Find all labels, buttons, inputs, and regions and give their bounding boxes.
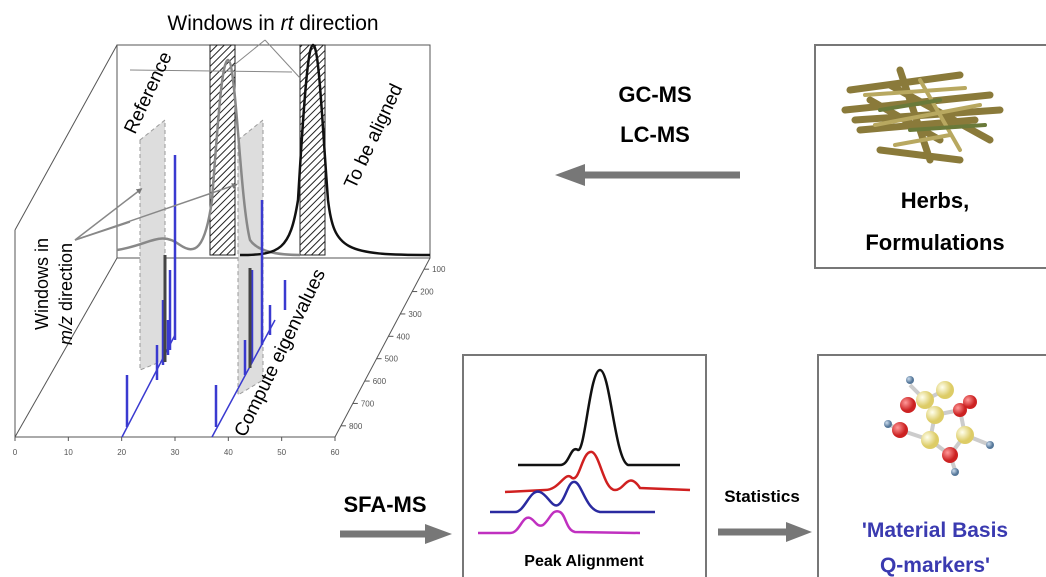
pointer-line <box>129 69 293 73</box>
aligned-peak <box>239 43 431 257</box>
depth-tick-label: 500 <box>385 355 399 364</box>
molecule-image <box>884 376 994 476</box>
x-tick-label: 10 <box>64 448 73 457</box>
herb-image <box>841 66 1004 164</box>
x-tick-label: 40 <box>224 448 233 457</box>
aligned-label: To be aligned <box>340 81 407 192</box>
flow-arrow-head <box>786 522 812 542</box>
statistics-label: Statistics <box>724 487 800 506</box>
x-tick-label: 30 <box>171 448 180 457</box>
axis-ticks: 0 10 20 30 40 50 60 100 200 300 400 500 600 700 800 <box>13 265 446 457</box>
depth-tick-label: 400 <box>396 332 410 341</box>
depth-tick-label: 700 <box>361 399 375 408</box>
mz-window <box>139 118 166 371</box>
result-label: Q-markers' <box>880 554 990 577</box>
spectra <box>121 155 287 438</box>
flow-arrow-head <box>425 524 452 544</box>
reference-label: Reference <box>120 49 176 137</box>
result-label: 'Material Basis <box>862 519 1008 542</box>
title-text: Windows in <box>167 12 280 35</box>
reference-peak <box>116 58 301 257</box>
alignment-label: Peak Alignment <box>524 553 644 570</box>
flow-arrow-head <box>555 164 585 186</box>
method-label: LC-MS <box>620 122 690 147</box>
x-tick-label: 60 <box>331 448 340 457</box>
aligned-chromatograms <box>478 368 691 535</box>
mz-label: m/z direction <box>56 243 76 345</box>
depth-tick-label: 100 <box>432 265 446 274</box>
x-tick-label: 20 <box>117 448 126 457</box>
x-tick-label: 0 <box>13 448 18 457</box>
pointer-arrow <box>74 188 143 241</box>
plot-title: Windows in rt direction <box>167 12 378 35</box>
title-text: rt <box>281 12 295 35</box>
sfa-label: SFA-MS <box>343 492 426 517</box>
depth-tick-label: 300 <box>408 310 422 319</box>
pointer-arrow <box>74 221 131 241</box>
x-tick-label: 50 <box>277 448 286 457</box>
herbs-label: Formulations <box>865 230 1004 255</box>
depth-tick-label: 200 <box>420 288 434 297</box>
pointer-line <box>227 39 266 71</box>
result-box <box>817 354 1046 577</box>
pointer-line <box>264 39 301 79</box>
rt-window <box>299 44 326 256</box>
mz-label: Windows in <box>32 238 52 330</box>
depth-tick-label: 600 <box>373 377 387 386</box>
mz-text: direction <box>56 243 76 316</box>
depth-tick-label: 800 <box>349 422 363 431</box>
mz-text: m/z <box>56 316 76 345</box>
herbs-label: Herbs, <box>901 188 969 213</box>
title-text: direction <box>293 12 378 35</box>
method-label: GC-MS <box>618 82 691 107</box>
